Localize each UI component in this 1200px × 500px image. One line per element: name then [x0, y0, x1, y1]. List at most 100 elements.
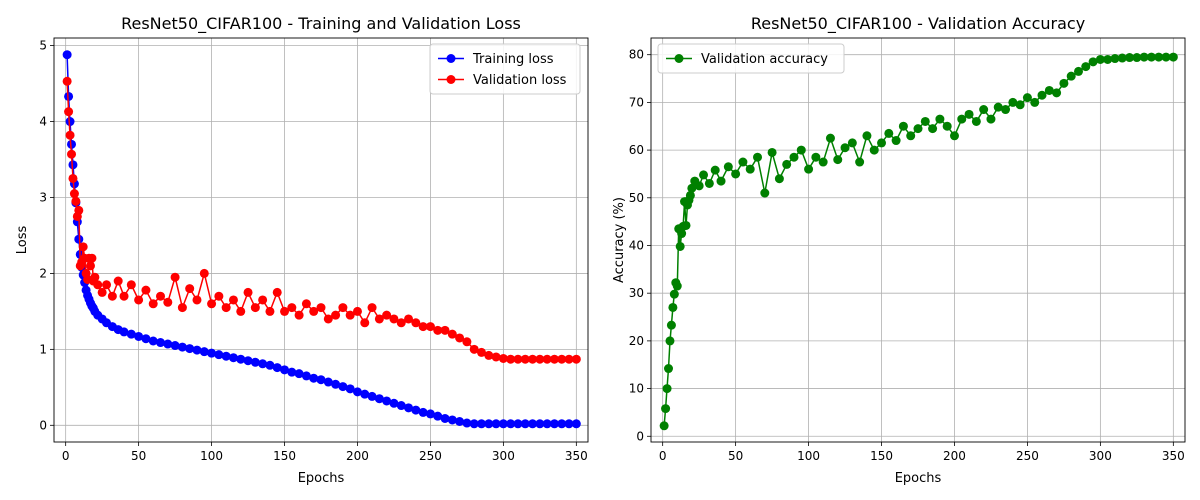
data-point	[818, 157, 828, 167]
legend: Validation accuracy	[657, 43, 845, 74]
data-point	[404, 403, 414, 413]
data-point	[1161, 52, 1171, 62]
data-point	[192, 295, 202, 305]
data-point	[265, 360, 275, 370]
data-point	[345, 384, 355, 394]
data-point	[1095, 54, 1105, 64]
data-point	[93, 280, 103, 290]
data-point	[677, 229, 687, 239]
x-tick-label: 100	[797, 449, 820, 463]
data-point	[1132, 53, 1142, 63]
data-point	[396, 318, 406, 328]
data-point	[520, 354, 530, 364]
data-point	[134, 331, 144, 341]
data-point	[411, 405, 421, 415]
data-point	[1146, 52, 1156, 62]
data-point	[513, 354, 523, 364]
data-point	[272, 287, 282, 297]
data-point	[957, 114, 967, 124]
data-point	[498, 419, 508, 429]
data-point	[745, 164, 755, 174]
data-point	[221, 351, 231, 361]
data-point	[1015, 100, 1025, 110]
data-point	[535, 419, 545, 429]
data-point	[418, 407, 428, 417]
data-point	[462, 337, 472, 347]
data-point	[192, 345, 202, 355]
data-point	[352, 306, 362, 316]
data-point	[913, 124, 923, 134]
data-point	[1139, 52, 1149, 62]
chart-2: 0 50 100 150 200 250 300 350 0 10 20 30 40 50 60 70 80 Re…	[612, 14, 1186, 486]
data-point	[148, 299, 158, 309]
data-point	[564, 354, 574, 364]
data-point	[571, 419, 581, 429]
data-point	[228, 295, 238, 305]
data-point	[666, 320, 676, 330]
data-point	[1001, 105, 1011, 115]
data-point	[971, 116, 981, 126]
data-point	[669, 289, 679, 299]
data-point	[767, 147, 777, 157]
data-point	[331, 310, 341, 320]
x-tick-label: 350	[1162, 449, 1185, 463]
data-point	[185, 284, 195, 294]
legend-swatch-marker	[674, 54, 684, 63]
data-point	[906, 131, 916, 141]
data-point	[891, 136, 901, 146]
data-point	[309, 306, 319, 316]
data-point	[433, 411, 443, 421]
data-point	[1154, 52, 1164, 62]
data-point	[301, 371, 311, 381]
data-point	[65, 117, 75, 127]
data-point	[374, 314, 384, 324]
data-point	[542, 419, 552, 429]
data-point	[498, 353, 508, 363]
data-point	[484, 350, 494, 360]
data-point	[126, 280, 136, 290]
y-tick-label: 1	[39, 342, 47, 356]
data-point	[462, 418, 472, 428]
data-point	[309, 373, 319, 383]
data-point	[301, 299, 311, 309]
data-point	[920, 116, 930, 126]
data-point	[389, 398, 399, 408]
data-point	[869, 145, 879, 155]
data-point	[833, 155, 843, 165]
y-tick-label: 0	[39, 418, 47, 432]
data-point	[67, 149, 77, 159]
data-point	[455, 416, 465, 426]
x-axis-label: Epochs	[895, 471, 942, 486]
chart-title: ResNet50_CIFAR100 - Training and Validat…	[121, 14, 521, 34]
data-point	[316, 375, 326, 385]
y-axis-label: Accuracy (%)	[612, 197, 627, 283]
x-tick-label: 50	[131, 449, 146, 463]
data-point	[1066, 71, 1076, 81]
y-axis-label: Loss	[15, 226, 30, 255]
data-point	[345, 310, 355, 320]
x-tick-label: 0	[659, 449, 667, 463]
data-point	[258, 359, 268, 369]
data-point	[699, 170, 709, 180]
data-point	[949, 131, 959, 141]
legend-label: Validation accuracy	[701, 52, 828, 67]
data-point	[280, 365, 290, 375]
data-point	[681, 220, 691, 230]
plot-area	[651, 38, 1185, 442]
data-point	[185, 344, 195, 354]
data-point	[440, 325, 450, 335]
data-point	[287, 303, 297, 313]
data-point	[847, 138, 857, 148]
data-point	[704, 178, 714, 188]
data-point	[855, 157, 865, 167]
data-point	[134, 295, 144, 305]
data-point	[661, 404, 671, 414]
data-point	[1117, 53, 1127, 63]
data-point	[236, 354, 246, 364]
data-point	[557, 419, 567, 429]
data-point	[148, 336, 158, 346]
data-point	[163, 297, 173, 307]
y-tick-label: 5	[39, 39, 47, 53]
data-point	[811, 152, 821, 162]
